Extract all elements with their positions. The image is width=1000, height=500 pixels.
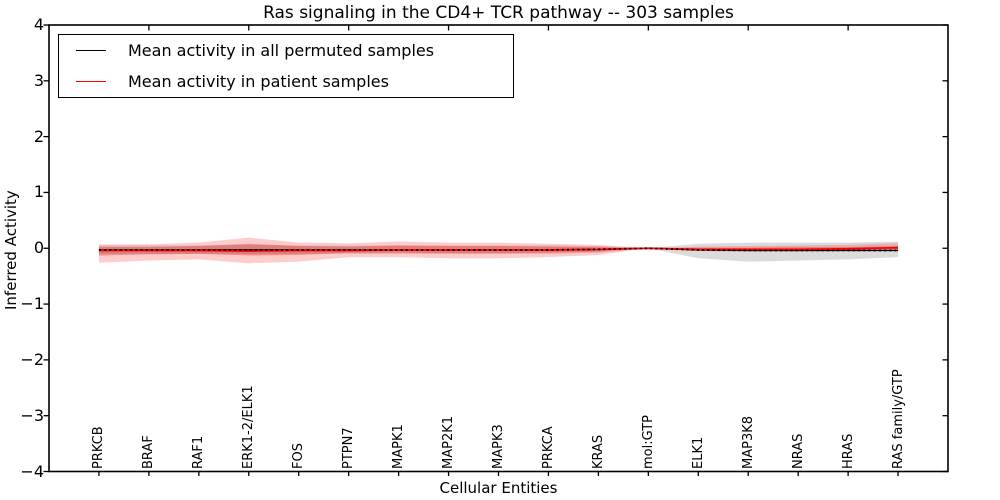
permuted-line-swatch: [76, 50, 106, 52]
y-tick-label: 0: [33, 238, 44, 258]
x-tick-label: PRKCA: [540, 426, 556, 469]
x-tick-label: NRAS: [790, 433, 806, 469]
y-tick-label: 4: [33, 15, 44, 34]
legend-item-permuted: Mean activity in all permuted samples: [59, 36, 513, 66]
y-tick-label: 1: [33, 182, 44, 202]
patient-mean-line: [98, 246, 899, 252]
x-tick-label: MAP3K8: [740, 415, 756, 469]
permuted-dotted-line: [98, 247, 899, 252]
x-tick-label: MAPK1: [391, 424, 407, 469]
x-tick-label: PRKCB: [91, 426, 107, 469]
x-tick-label: MAPK3: [491, 424, 506, 469]
x-tick-label: mol:GTP: [640, 415, 656, 469]
patient-line-swatch: [76, 80, 106, 82]
chart-title: Ras signaling in the CD4+ TCR pathway --…: [263, 3, 734, 23]
y-tick-label: 3: [33, 70, 44, 90]
permuted-std-band: [98, 241, 899, 262]
x-tick-label: HRAS: [840, 433, 856, 469]
x-tick-label: RAS family/GTP: [890, 369, 906, 469]
legend-label-permuted: Mean activity in all permuted samples: [128, 41, 435, 61]
x-tick-label: PTPN7: [341, 427, 357, 469]
x-tick-label: FOS: [291, 443, 307, 469]
y-tick-label: −2: [20, 349, 44, 369]
y-tick-label: −1: [20, 294, 44, 314]
x-tick-label: ELK1: [690, 436, 706, 469]
x-axis-label: Cellular Entities: [439, 479, 558, 497]
x-tick-label: KRAS: [590, 434, 606, 469]
y-tick-label: 2: [33, 126, 44, 146]
x-tick-label: ERK1-2/ELK1: [241, 385, 257, 469]
y-tick-label: −3: [20, 405, 44, 425]
x-tick-label: BRAF: [141, 435, 157, 469]
x-tick-label: MAP2K1: [441, 415, 457, 469]
legend: Mean activity in all permuted samples Me…: [58, 34, 514, 98]
y-tick-label: −4: [20, 461, 44, 481]
legend-label-patient: Mean activity in patient samples: [128, 71, 389, 91]
legend-item-patient: Mean activity in patient samples: [59, 66, 513, 96]
x-tick-label: RAF1: [191, 435, 207, 469]
